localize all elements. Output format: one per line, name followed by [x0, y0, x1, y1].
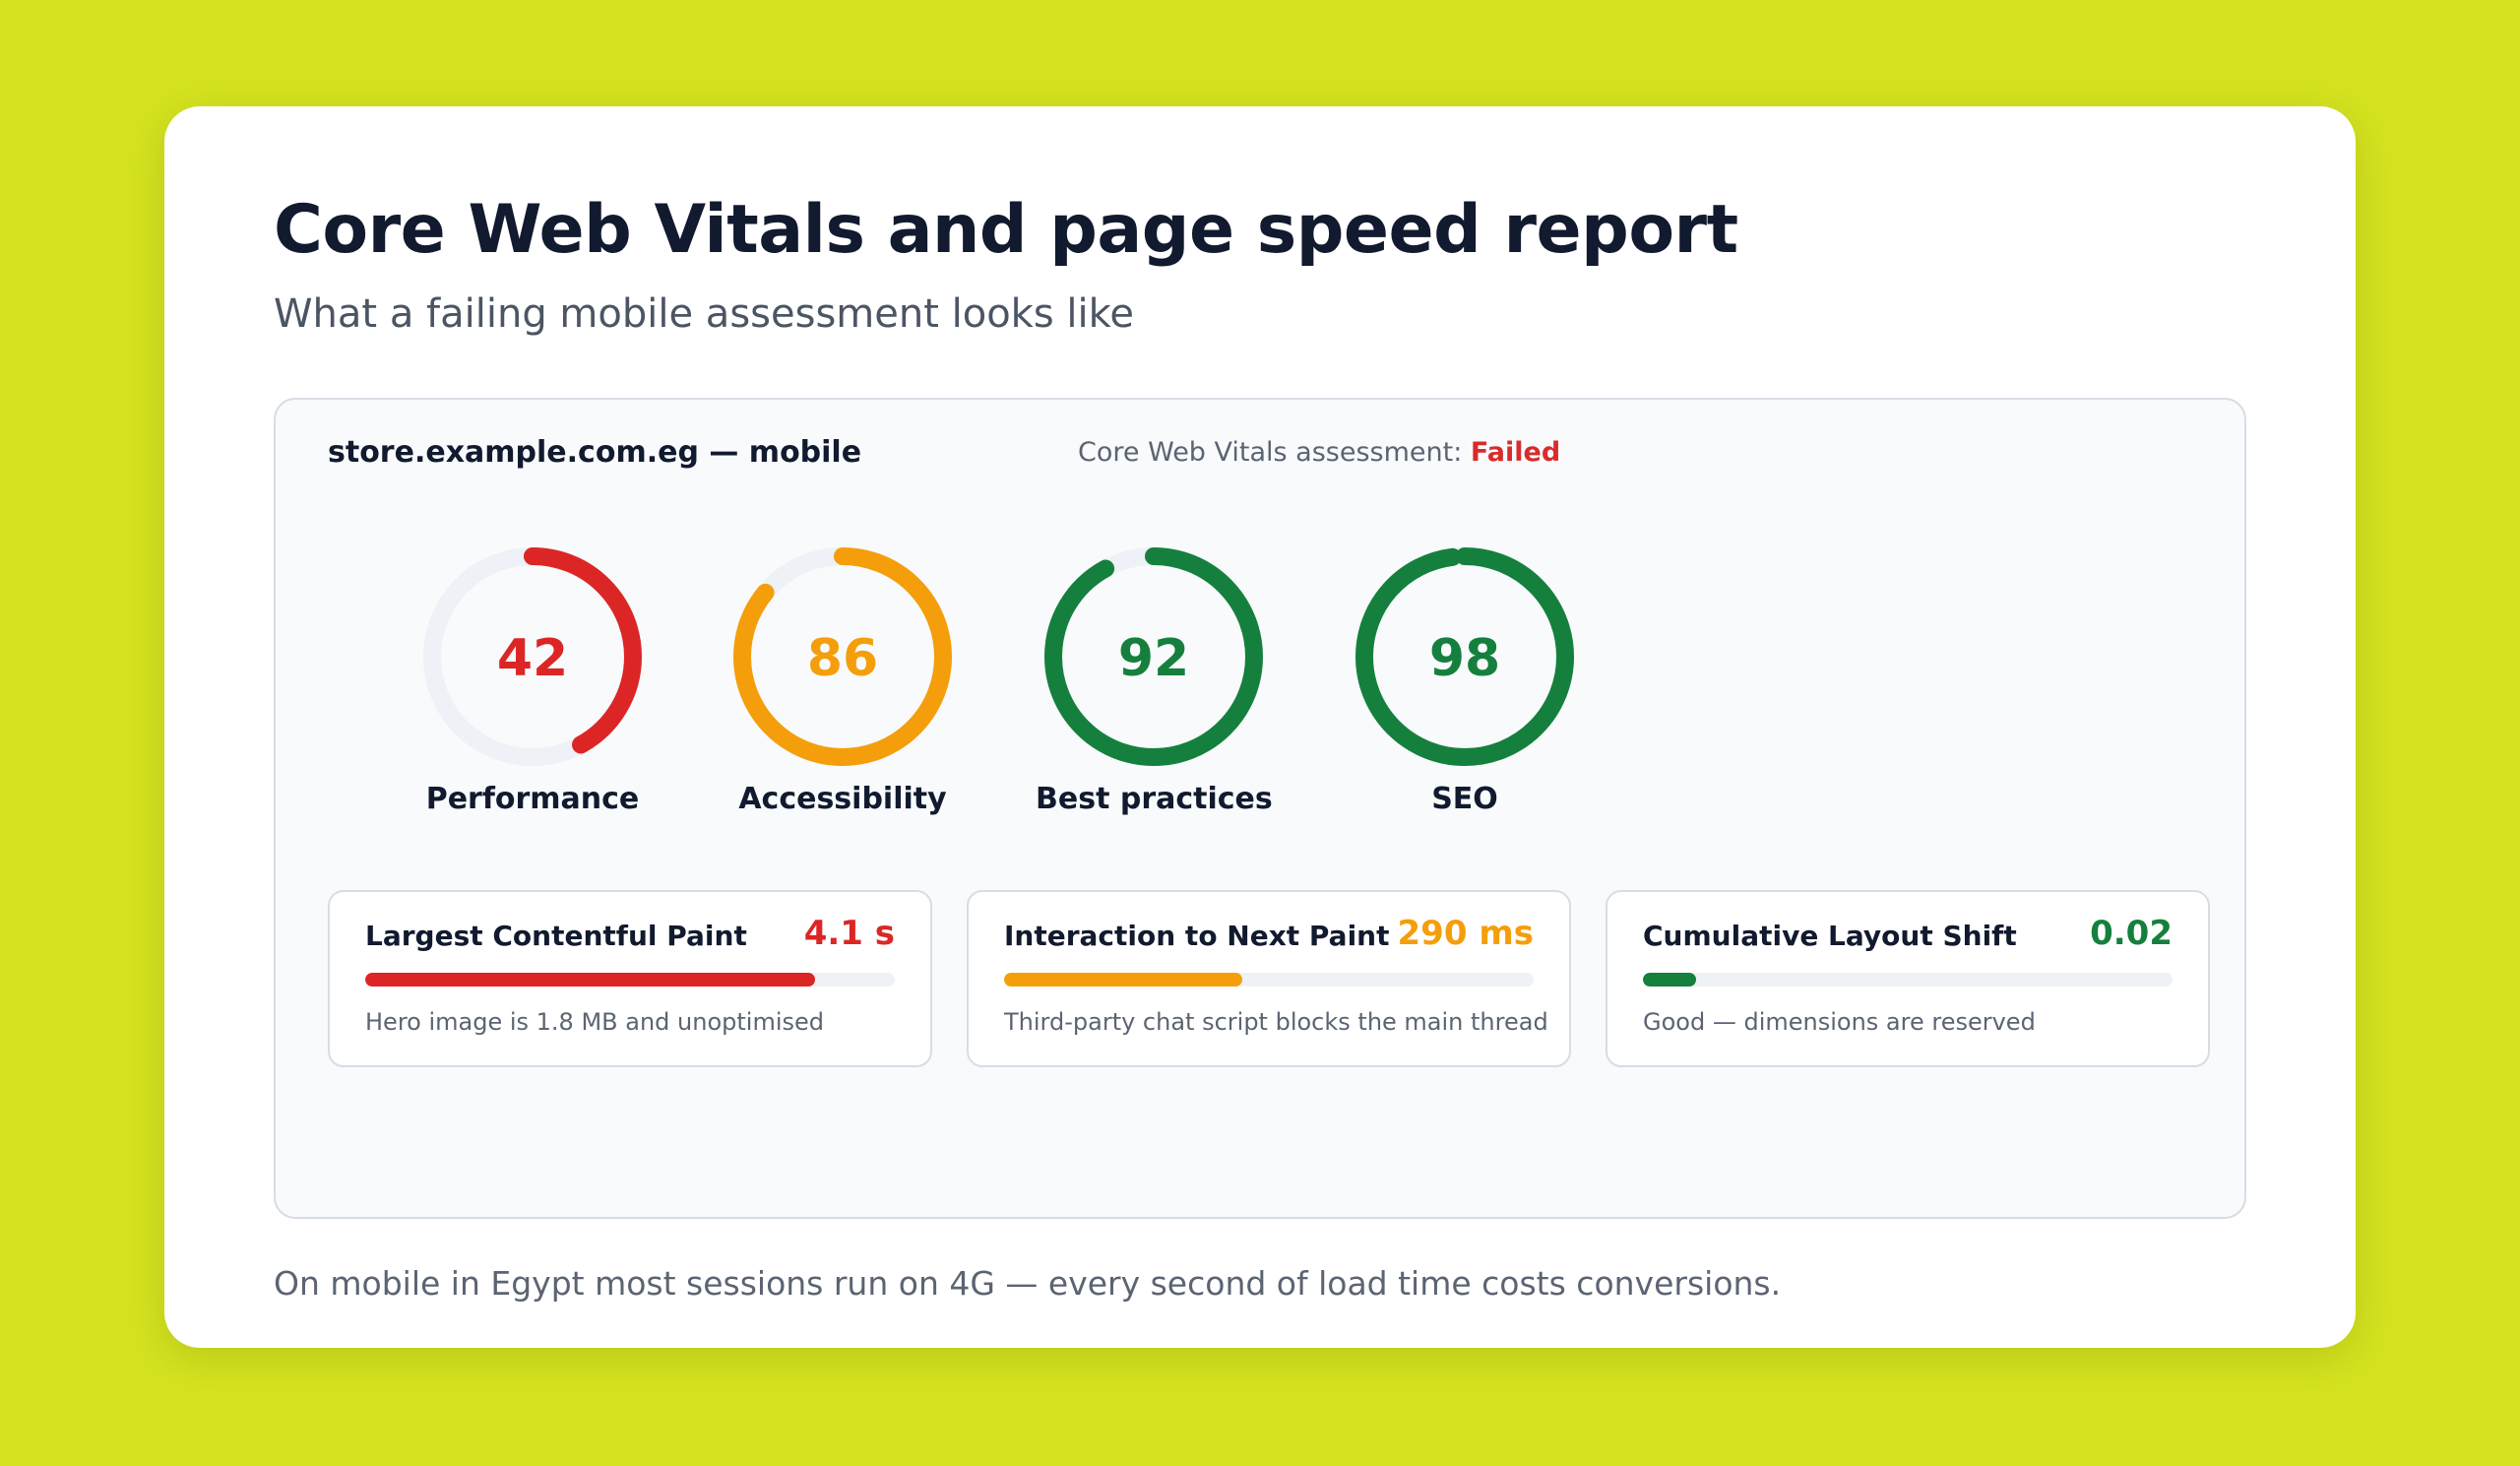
gauge-ring: 86	[733, 547, 952, 766]
report-card: Core Web Vitals and page speed report Wh…	[164, 106, 2356, 1348]
gauge-best-practices: 92 Best practices	[1036, 545, 1273, 816]
metric-note: Third-party chat script blocks the main …	[1004, 1008, 1548, 1036]
metric-card-lcp: Largest Contentful Paint 4.1 s Hero imag…	[328, 890, 932, 1067]
gauge-accessibility: 86 Accessibility	[724, 545, 961, 816]
gauge-label: Best practices	[1036, 782, 1273, 816]
metric-card-inp: Interaction to Next Paint 290 ms Third-p…	[967, 890, 1571, 1067]
gauge-seo: 98 SEO	[1347, 545, 1583, 816]
metric-bar-track	[1643, 973, 2173, 987]
metric-bar-fill	[1643, 973, 1696, 987]
metric-value: 0.02	[2090, 914, 2173, 953]
metric-bar-track	[1004, 973, 1534, 987]
footer-note: On mobile in Egypt most sessions run on …	[274, 1264, 1782, 1303]
gauge-score: 42	[497, 629, 568, 688]
gauge-label: Performance	[425, 782, 640, 816]
metric-name: Cumulative Layout Shift	[1643, 920, 2017, 952]
gauge-label: Accessibility	[738, 782, 947, 816]
gauge-ring: 92	[1044, 547, 1263, 766]
site-url: store.example.com.eg — mobile	[328, 435, 862, 470]
gauge-performance: 42 Performance	[414, 545, 651, 816]
metric-bar-track	[365, 973, 895, 987]
metric-value: 290 ms	[1397, 914, 1534, 953]
metric-bar-fill	[1004, 973, 1243, 987]
gauge-ring: 98	[1355, 547, 1574, 766]
gauge-label: SEO	[1431, 782, 1498, 816]
metric-value: 4.1 s	[803, 914, 895, 953]
metric-note: Hero image is 1.8 MB and unoptimised	[365, 1008, 824, 1036]
gauge-score: 92	[1118, 629, 1189, 688]
metric-card-cls: Cumulative Layout Shift 0.02 Good — dime…	[1606, 890, 2210, 1067]
metric-name: Interaction to Next Paint	[1004, 920, 1390, 952]
gauge-score: 98	[1429, 629, 1500, 688]
metric-name: Largest Contentful Paint	[365, 920, 747, 952]
metric-bar-fill	[365, 973, 816, 987]
assessment-status: Failed	[1470, 437, 1561, 468]
page-title: Core Web Vitals and page speed report	[274, 191, 1738, 269]
assessment-label: Core Web Vitals assessment:	[1078, 437, 1463, 468]
gauge-score: 86	[807, 629, 878, 688]
report-panel: store.example.com.eg — mobile Core Web V…	[274, 398, 2246, 1219]
gauge-ring: 42	[423, 547, 642, 766]
assessment-line: Core Web Vitals assessment: Failed	[1078, 437, 1560, 468]
metric-note: Good — dimensions are reserved	[1643, 1008, 2036, 1036]
page-subtitle: What a failing mobile assessment looks l…	[274, 291, 1134, 337]
